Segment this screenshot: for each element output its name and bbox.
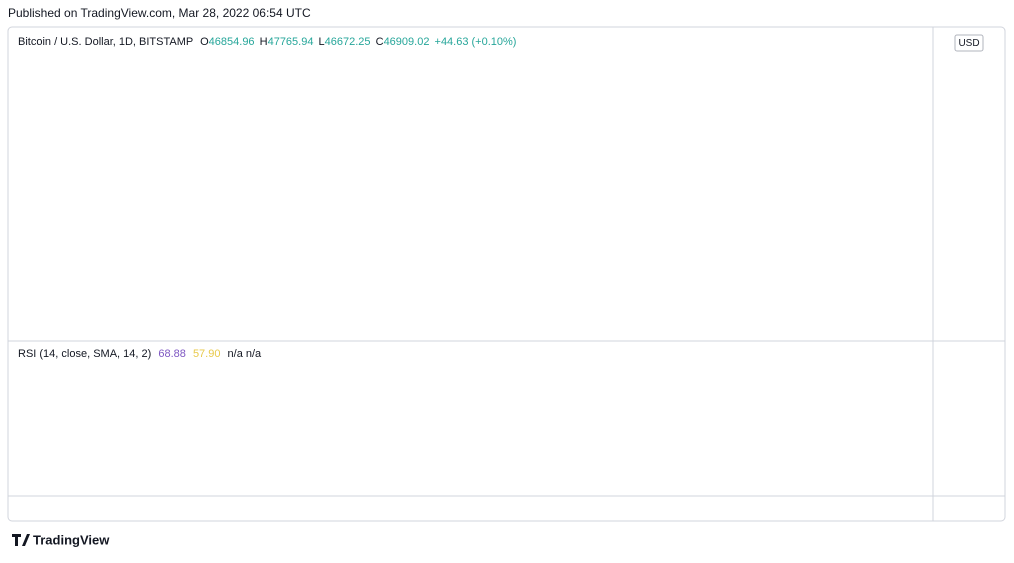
currency-badge[interactable] — [954, 34, 984, 52]
na-values: n/a n/a — [228, 348, 263, 360]
ohlc-letter: L — [319, 36, 325, 48]
rsi-value: 68.88 — [158, 348, 186, 360]
ohlc-letter: O — [200, 36, 209, 48]
ohlc-value: 47765.94 — [268, 36, 314, 48]
rsi-title: RSI (14, close, SMA, 14, 2) — [18, 348, 151, 360]
symbol: Bitcoin / U.S. Dollar, 1D, BITSTAMP — [18, 36, 193, 48]
currency: USD — [958, 38, 979, 49]
change: +44.63 (+0.10%) — [435, 36, 517, 48]
ohlc-letter: H — [260, 36, 268, 48]
sma-value: 57.90 — [193, 348, 221, 360]
published-note: Published on TradingView.com, Mar 28, 20… — [8, 6, 311, 20]
ohlc-letter: C — [376, 36, 384, 48]
symbol-legend: Bitcoin / U.S. Dollar, 1D, BITSTAMP O468… — [18, 36, 516, 48]
ohlc-value: 46909.02 — [384, 36, 430, 48]
footer-logo — [12, 534, 30, 546]
rsi-legend: RSI (14, close, SMA, 14, 2) 68.88 57.90 … — [18, 348, 262, 360]
ohlc-value: 46672.25 — [325, 36, 371, 48]
chart-frame — [7, 26, 1006, 522]
footer-brand: TradingView — [33, 532, 110, 547]
ohlc-value: 46854.96 — [209, 36, 255, 48]
